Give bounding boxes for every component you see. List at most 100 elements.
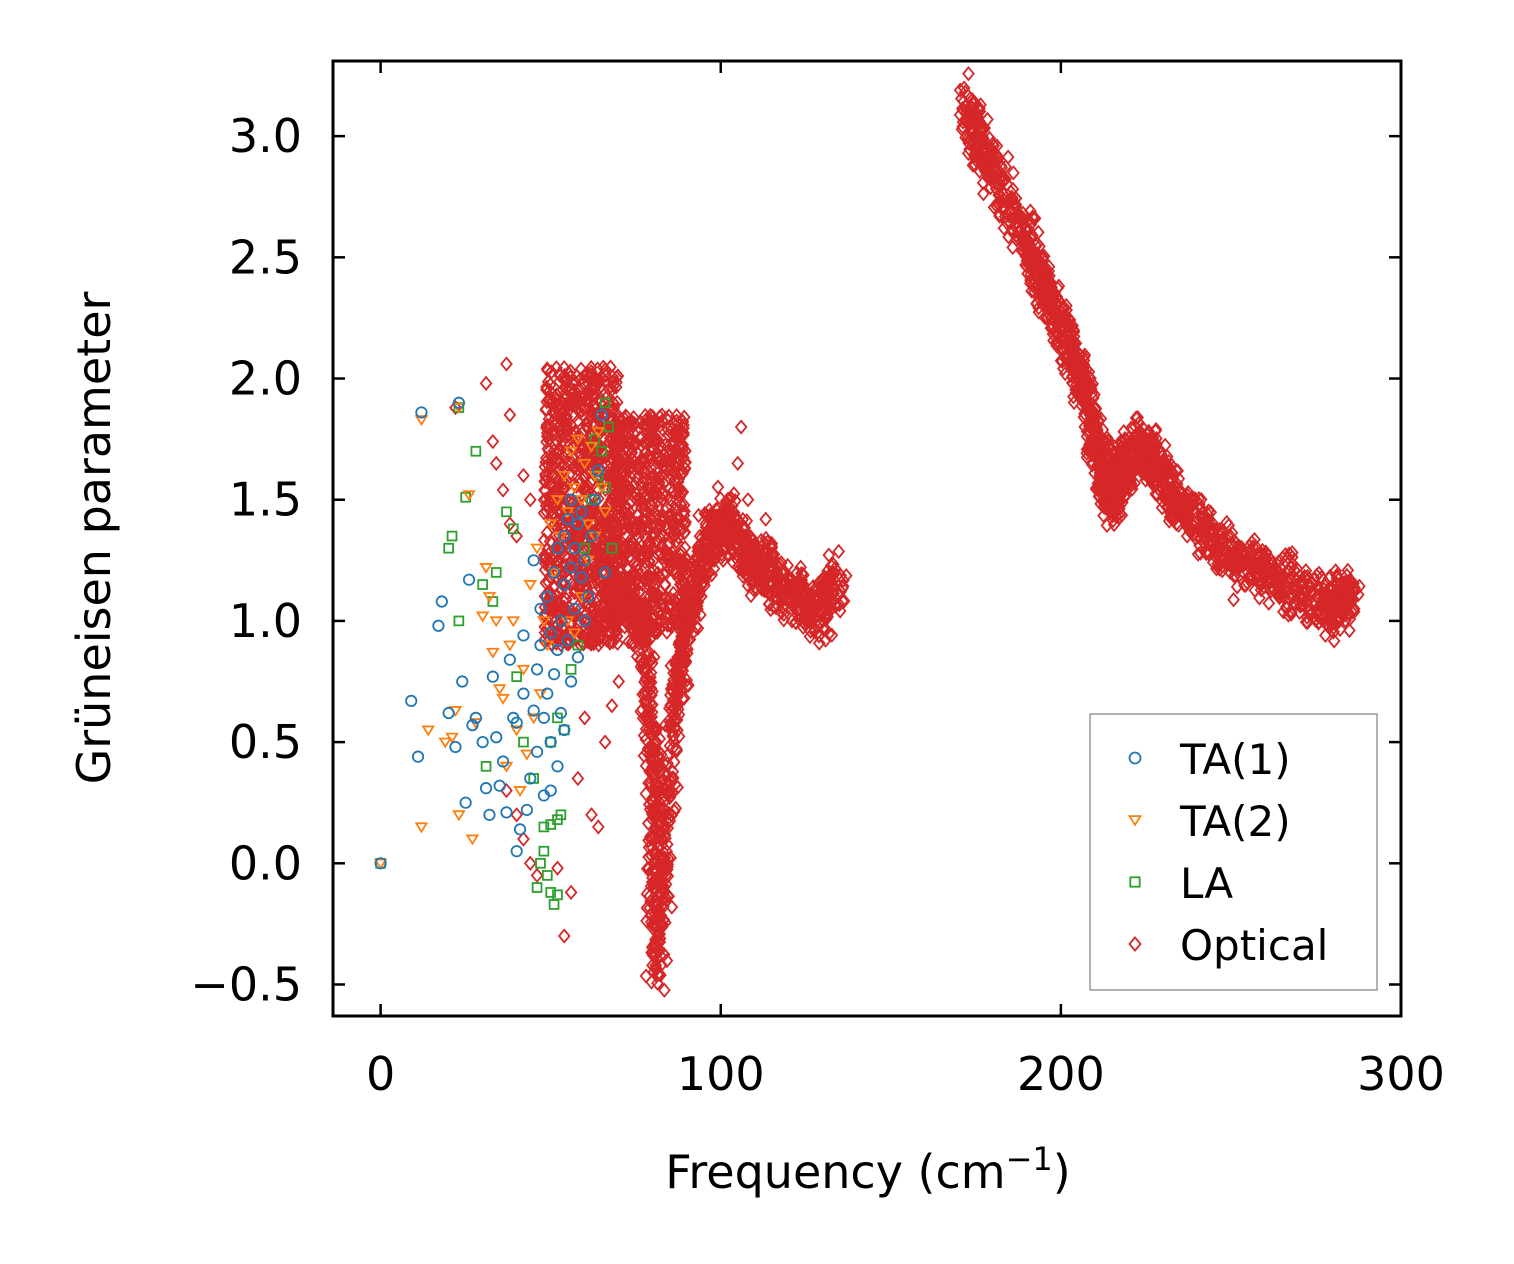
- point-optical: [1279, 546, 1292, 563]
- point-optical: [1092, 488, 1106, 504]
- point-optical: [591, 508, 605, 524]
- point-optical: [1031, 224, 1045, 240]
- point-optical: [644, 652, 658, 668]
- point-optical: [967, 129, 981, 146]
- series-optical: [449, 66, 1366, 998]
- point-optical: [1233, 557, 1246, 573]
- point-optical: [795, 565, 808, 582]
- point-optical: [668, 707, 682, 723]
- point-optical: [803, 628, 817, 645]
- point-optical: [624, 469, 638, 485]
- point-optical: [653, 914, 667, 931]
- point-optical: [1343, 622, 1356, 639]
- point-optical: [1017, 240, 1031, 256]
- point-optical: [670, 426, 684, 442]
- point-optical: [566, 451, 580, 467]
- point-ta1: [510, 716, 523, 729]
- point-optical: [818, 569, 831, 585]
- point-la: [446, 530, 458, 542]
- point-optical: [631, 595, 645, 612]
- point-ta2: [520, 749, 534, 761]
- point-optical: [777, 606, 791, 622]
- point-optical: [570, 390, 584, 406]
- point-optical: [677, 420, 690, 436]
- point-ta1: [554, 706, 567, 720]
- point-optical: [590, 559, 604, 575]
- point-optical: [649, 791, 663, 807]
- point-optical: [635, 576, 649, 593]
- point-optical: [651, 975, 664, 991]
- point-optical: [1227, 554, 1241, 570]
- point-ta1: [547, 566, 561, 579]
- point-optical: [1100, 459, 1114, 475]
- point-optical: [975, 131, 988, 147]
- point-optical: [819, 585, 832, 601]
- point-optical: [1088, 407, 1102, 423]
- point-optical: [669, 430, 683, 447]
- point-optical: [1215, 537, 1229, 553]
- point-ta1: [462, 573, 476, 586]
- point-optical: [657, 883, 671, 899]
- point-optical: [1102, 477, 1115, 494]
- point-ta2: [503, 640, 517, 652]
- point-optical: [642, 674, 656, 690]
- point-optical: [721, 522, 734, 539]
- point-optical: [581, 564, 594, 580]
- point-optical: [1321, 596, 1335, 612]
- point-optical: [650, 433, 664, 449]
- point-optical: [653, 545, 667, 561]
- point-optical: [656, 596, 669, 612]
- point-la: [572, 639, 584, 651]
- point-optical: [1162, 453, 1176, 470]
- point-optical: [728, 530, 742, 546]
- point-optical: [677, 573, 690, 589]
- point-optical: [731, 535, 744, 551]
- point-ta2: [577, 458, 592, 470]
- point-optical: [538, 555, 552, 572]
- point-optical: [726, 504, 740, 520]
- point-optical: [1041, 309, 1054, 325]
- point-optical: [834, 584, 847, 600]
- point-ta2: [560, 616, 575, 628]
- point-optical: [775, 589, 789, 605]
- point-optical: [1104, 458, 1118, 475]
- point-optical: [966, 92, 979, 108]
- point-optical: [778, 572, 792, 588]
- point-optical: [489, 455, 503, 472]
- point-optical: [1021, 223, 1035, 240]
- point-optical: [669, 551, 682, 568]
- point-la: [480, 761, 492, 772]
- point-optical: [691, 594, 705, 610]
- point-ta1: [486, 670, 499, 683]
- point-optical: [1194, 521, 1208, 537]
- point-optical: [510, 807, 524, 823]
- point-optical: [646, 419, 660, 435]
- point-ta2: [557, 470, 572, 482]
- point-ta1: [544, 736, 557, 749]
- point-optical: [1059, 351, 1073, 368]
- point-la: [548, 899, 560, 910]
- point-optical: [659, 876, 673, 892]
- point-optical: [1117, 423, 1131, 440]
- point-optical: [1248, 582, 1262, 598]
- point-optical: [641, 698, 654, 714]
- point-optical: [641, 815, 655, 832]
- point-optical: [1050, 289, 1064, 305]
- point-optical: [610, 374, 623, 390]
- point-ta2: [465, 834, 480, 846]
- point-optical: [1246, 559, 1259, 576]
- point-optical: [641, 545, 654, 561]
- point-ta1: [564, 675, 578, 688]
- point-optical: [644, 727, 658, 743]
- point-ta2: [513, 786, 527, 797]
- point-optical: [691, 540, 705, 556]
- point-optical: [654, 813, 668, 829]
- point-optical: [1131, 453, 1145, 469]
- point-optical: [612, 419, 626, 436]
- point-optical: [573, 601, 587, 617]
- point-ta1: [588, 493, 601, 506]
- point-optical: [795, 584, 809, 600]
- point-optical: [731, 455, 745, 472]
- point-optical: [661, 755, 674, 771]
- point-optical: [794, 559, 808, 575]
